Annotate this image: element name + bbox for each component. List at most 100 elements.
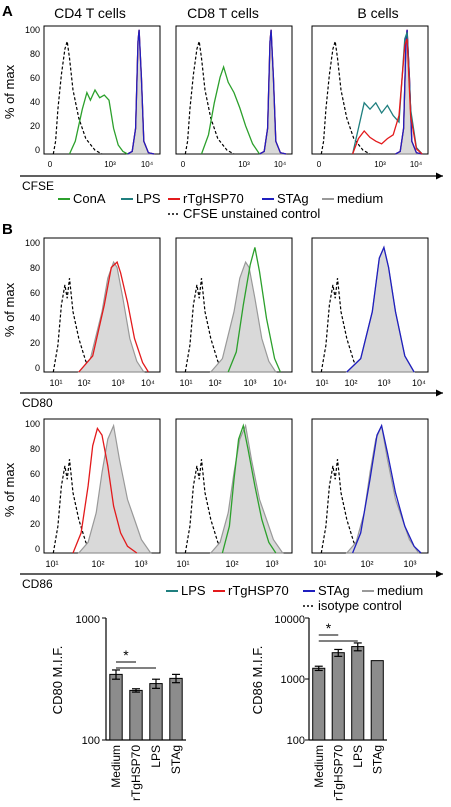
legend-label-unstained: CFSE unstained control [183, 206, 320, 221]
panel-b-row1-ylabel: % of max [2, 282, 17, 337]
ytick: 0 [35, 363, 40, 373]
bar-chart-2-ytick-bottom: 100 [287, 735, 305, 747]
xtick: 10³ [403, 559, 416, 569]
unstained-control-trace [320, 41, 371, 155]
legend-label-cona: ConA [73, 191, 106, 206]
xtick: 10⁴ [274, 160, 287, 169]
panel-b-row1-xlabel: CD80 [22, 396, 53, 410]
panel-b-row2-xticks: 10¹ 10² 10³ 10¹ 10² 10³ 10¹ 10² 10³ [45, 559, 416, 569]
xtick: 10⁴ [141, 378, 155, 388]
bar-chart-1: Medium rTgHSP70 LPS STAg * [102, 617, 186, 801]
bar-rtghsp70 [129, 689, 143, 741]
xtick: 10¹ [49, 378, 62, 388]
medium-trace [127, 29, 155, 155]
bar-chart-1-ytick-top: 1000 [76, 614, 100, 626]
bar-category-label: LPS [149, 745, 163, 768]
stag-trace [127, 29, 155, 155]
legend-label-hsp70: rTgHSP70 [228, 583, 289, 598]
isotype-control-trace [320, 459, 362, 554]
histogram-traces [52, 29, 423, 554]
significance-star: * [326, 620, 332, 636]
bar-chart-1-ytick-bottom: 100 [82, 735, 100, 747]
unstained-control-trace [52, 41, 103, 155]
panel-a-legend: ConA LPS rTgHSP70 STAg medium CFSE unsta… [58, 191, 383, 221]
bar-chart-1-ylabel: CD80 M.I.F. [50, 646, 65, 715]
ytick: 80 [30, 444, 40, 454]
bar-category-label: Medium [312, 745, 326, 788]
bar-stag [169, 677, 183, 741]
bar-category-label: LPS [351, 745, 365, 768]
legend-label-medium: medium [377, 583, 423, 598]
xtick: 10³ [134, 559, 147, 569]
ytick: 0 [35, 544, 40, 554]
panel-a-xlabel: CFSE [22, 179, 54, 193]
ytick: 20 [30, 519, 40, 529]
bar-chart-2-ytick-top: 10000 [274, 614, 305, 626]
bar-chart-2-ylabel: CD86 M.I.F. [250, 646, 265, 715]
xtick: 10¹ [176, 559, 189, 569]
ytick: 60 [30, 288, 40, 298]
bar-rtghsp70 [331, 652, 345, 741]
panel-letter-b: B [2, 221, 13, 238]
legend-label-lps: LPS [136, 191, 161, 206]
hsp70-trace [72, 426, 138, 554]
medium-trace [77, 423, 152, 554]
ytick: 0 [35, 145, 40, 155]
xtick: 10² [91, 559, 104, 569]
lps-trace [221, 423, 277, 554]
legend-label-stag: STAg [318, 583, 350, 598]
isotype-control-trace [184, 278, 226, 373]
bar-category-label: Medium [109, 745, 123, 788]
xtick: 10³ [238, 160, 250, 169]
hsp70-trace [351, 38, 423, 155]
xtick: 10³ [377, 378, 390, 388]
xtick: 10³ [374, 160, 386, 169]
xtick: 10³ [104, 160, 116, 169]
stag-trace [395, 29, 423, 155]
panel-b-row2-yticks: 0 20 40 60 80 100 [25, 419, 40, 554]
significance-star: * [123, 647, 129, 663]
medium-trace [77, 260, 145, 373]
xtick: 10⁴ [273, 378, 287, 388]
ytick: 80 [30, 49, 40, 59]
panel-b-row1-yticks: 0 20 40 60 80 100 [25, 238, 40, 373]
xtick: 10¹ [179, 378, 192, 388]
ytick: 20 [30, 121, 40, 131]
xtick: 10³ [111, 378, 124, 388]
xtick: 10¹ [45, 559, 58, 569]
panel-a-ylabel: % of max [2, 64, 17, 119]
bar-category-label: rTgHSP70 [331, 745, 345, 801]
unstained-control-trace [184, 41, 235, 155]
stag-trace [346, 245, 415, 373]
bar-lps [351, 646, 365, 741]
xtick: 10⁴ [410, 160, 423, 169]
lps-trace [227, 247, 281, 373]
xtick: 10² [77, 378, 90, 388]
bar-chart-2-ytick-mid: 1000 [281, 674, 305, 686]
xtick: 10³ [265, 559, 278, 569]
ytick: 100 [25, 238, 40, 248]
xtick: 10² [344, 378, 357, 388]
ytick: 100 [25, 419, 40, 429]
panel-letter-a: A [2, 3, 13, 20]
bar-lps [149, 683, 163, 741]
panel-a-title-cd4: CD4 T cells [54, 5, 126, 21]
legend-label-isotype: isotype control [318, 598, 402, 613]
isotype-control-trace [52, 278, 94, 373]
panel-a-xticks: 0 10³ 10⁴ 0 10³ 10⁴ 0 10³ 10⁴ [48, 160, 423, 169]
panel-b-row1-xticks: 10¹ 10² 10³ 10⁴ 10¹ 10² 10³ 10⁴ 10¹ 10² … [49, 378, 426, 388]
bar-medium [109, 673, 123, 741]
panel-b-row2-xlabel: CD86 [22, 577, 53, 591]
legend-label-hsp70: rTgHSP70 [183, 191, 244, 206]
isotype-control-trace [52, 459, 94, 554]
isotype-control-trace [184, 459, 226, 554]
ytick: 20 [30, 338, 40, 348]
stag-trace [351, 423, 422, 554]
xtick: 10² [360, 559, 373, 569]
stag-trace [259, 29, 287, 155]
xtick: 0 [317, 160, 322, 169]
ytick: 40 [30, 97, 40, 107]
ytick: 40 [30, 313, 40, 323]
panel-b-legend: LPS rTgHSP70 STAg medium isotype control [166, 583, 423, 613]
